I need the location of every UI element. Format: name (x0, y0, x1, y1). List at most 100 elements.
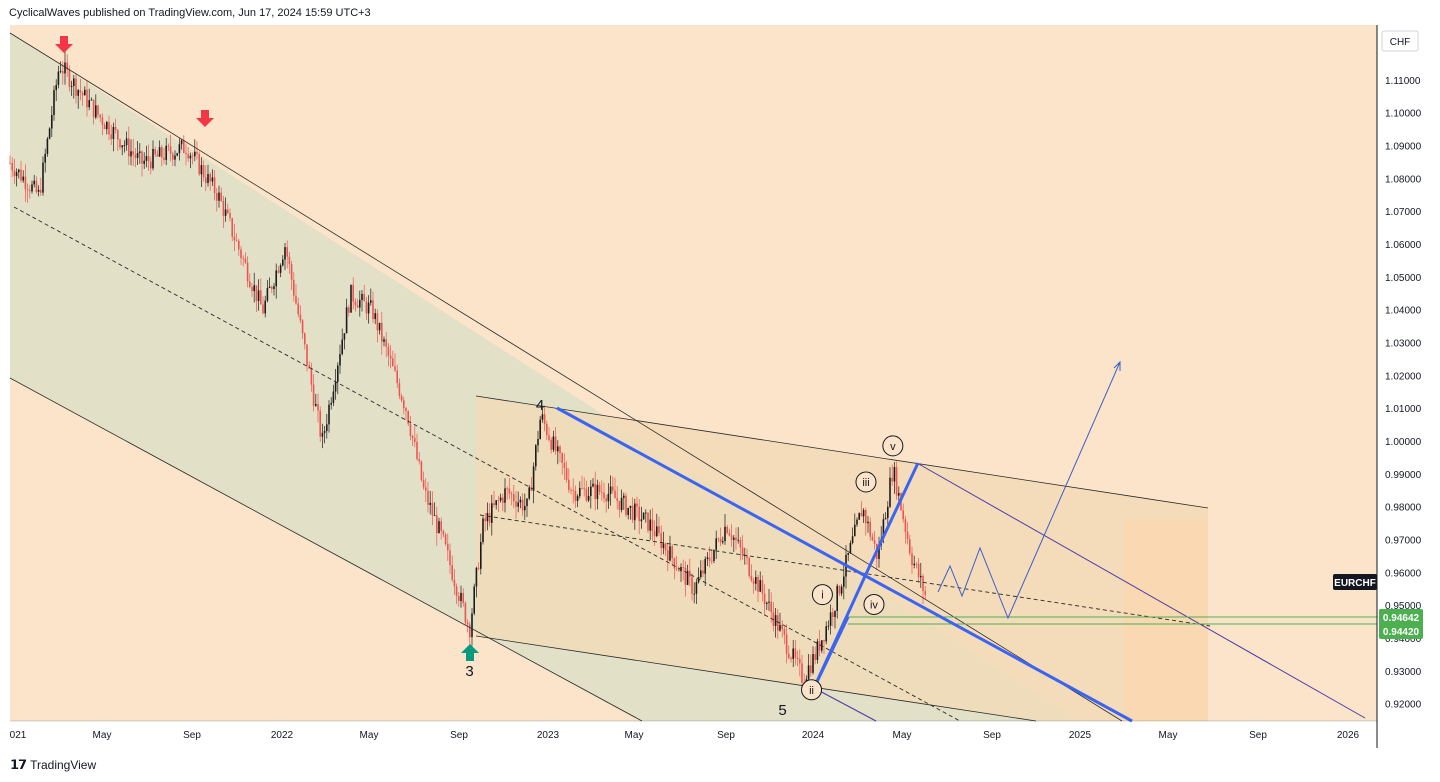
candle-body (777, 615, 779, 631)
candle-body (361, 294, 363, 300)
candle-body (658, 526, 660, 534)
candle-body (458, 596, 460, 602)
x-tick-8: Sep (717, 730, 735, 741)
candle-body (535, 445, 537, 467)
candle-body (249, 281, 251, 288)
candle-body (376, 313, 379, 331)
candle-body (130, 151, 132, 157)
candle-body (895, 467, 898, 496)
candle-body (209, 174, 211, 182)
wave-label-circle-3 (811, 584, 833, 606)
candle-body (616, 498, 618, 501)
candle-body (451, 565, 453, 580)
candle-body (323, 431, 326, 433)
candle-body (552, 436, 555, 450)
candle-body (717, 538, 720, 540)
candle-body (530, 487, 533, 491)
candle-body (568, 479, 570, 490)
candle-body (13, 170, 16, 177)
candle-body (906, 531, 909, 540)
candle-body (128, 138, 130, 157)
candle-body (145, 156, 148, 161)
candle-body (653, 531, 656, 537)
candle-body (367, 302, 370, 314)
candle-body (884, 517, 887, 520)
candle-body (902, 510, 904, 520)
candle-body (348, 307, 350, 313)
candle-body (741, 547, 744, 556)
symbol-label-box (1333, 574, 1377, 590)
candle-body (675, 568, 678, 570)
candle-body (163, 157, 165, 160)
candle-body (816, 641, 819, 660)
channel-lower-line (9, 377, 643, 722)
candle-body (425, 487, 427, 491)
candle-body (389, 355, 392, 359)
candle-body (785, 634, 788, 654)
candle-body (537, 438, 539, 446)
candle-body (686, 570, 689, 585)
candle-body (106, 121, 108, 130)
candle-body (766, 602, 768, 604)
candle-body (407, 411, 409, 424)
candle-body (594, 483, 596, 500)
candle-body (867, 521, 869, 524)
candle-body (860, 513, 863, 517)
candle-body (678, 569, 680, 572)
candle-body (768, 601, 770, 603)
currency-box (1381, 30, 1419, 52)
candle-body (587, 495, 590, 501)
projection-path (937, 361, 1121, 620)
projection-zone-fill (1124, 520, 1208, 721)
candle-body (418, 458, 420, 462)
candle-body (772, 612, 775, 626)
candle-body (46, 138, 49, 154)
candle-body (218, 192, 220, 201)
candle-body (35, 180, 38, 192)
candle-body (495, 500, 497, 506)
y-tick-13: 0.98000 (1385, 503, 1422, 514)
candle-body (528, 487, 530, 499)
candle-body (559, 446, 561, 454)
candle-body (730, 535, 733, 540)
channel-upper-line (9, 32, 1123, 722)
candle-body (319, 410, 321, 437)
candle-body (242, 258, 244, 259)
candle-body (42, 162, 44, 193)
candle-body (664, 543, 667, 551)
candle-body (796, 657, 799, 659)
candle-body (70, 85, 73, 87)
candle-body (301, 320, 304, 334)
y-tick-6: 1.05000 (1385, 273, 1422, 284)
candle-body (110, 134, 112, 139)
candle-body (308, 365, 310, 369)
candle-body (702, 570, 704, 574)
candle-body (640, 519, 643, 522)
candle-body (75, 78, 77, 96)
candle-body (150, 161, 152, 169)
wave-4-channel-fill (476, 396, 1208, 721)
candle-body (202, 165, 205, 178)
candle-body (532, 466, 535, 491)
candle-body (257, 290, 260, 301)
candle-body (414, 438, 416, 442)
candle-body (585, 488, 588, 501)
candle-body (812, 654, 814, 673)
candle-body (290, 264, 293, 280)
candle-body (293, 279, 295, 296)
candle-body (141, 151, 143, 164)
candle-body (739, 539, 742, 548)
candle-body (924, 591, 926, 595)
candle-body (708, 557, 711, 561)
candle-body (255, 285, 258, 301)
candle-body (607, 493, 610, 502)
y-tick-9: 1.02000 (1385, 371, 1422, 382)
candle-body (499, 497, 502, 501)
candle-body (436, 515, 438, 533)
candle-body (508, 488, 511, 494)
candle-body (858, 513, 860, 520)
candle-body (317, 403, 319, 411)
x-tick-9: 2024 (802, 730, 825, 741)
candle-body (304, 333, 306, 345)
